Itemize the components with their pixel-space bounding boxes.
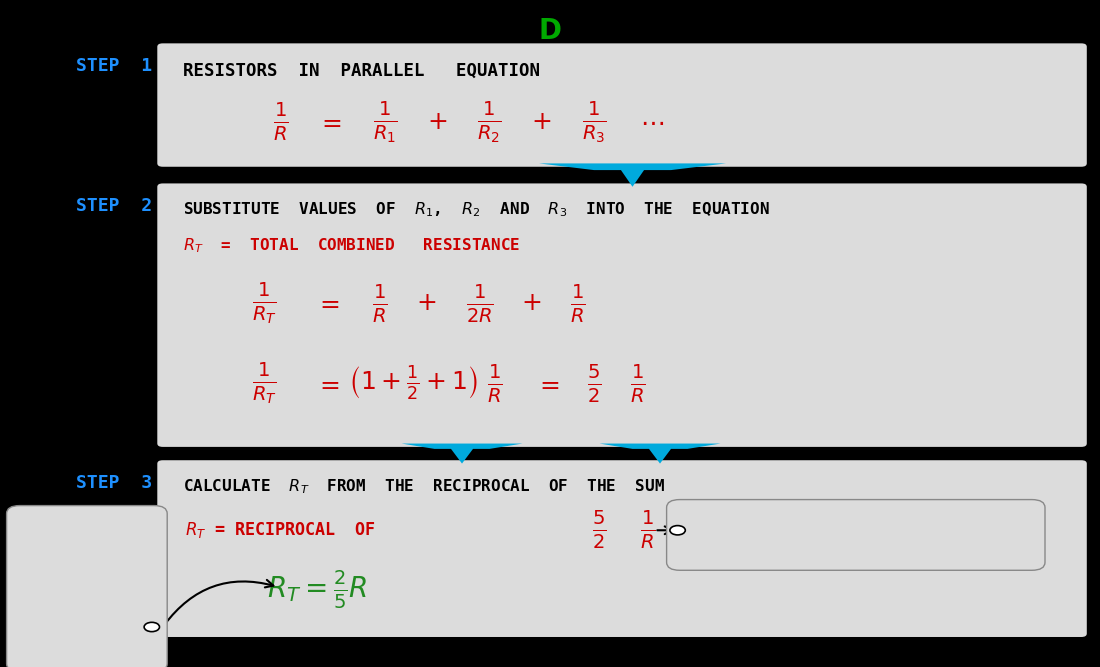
Text: $\frac{1}{R_T}$: $\frac{1}{R_T}$ — [252, 361, 276, 406]
PathPatch shape — [402, 444, 522, 464]
PathPatch shape — [539, 163, 726, 187]
Text: CALCULATE  $R_T$  FROM  THE  RECIPROCAL  OF  THE  SUM: CALCULATE $R_T$ FROM THE RECIPROCAL OF T… — [183, 477, 664, 496]
Text: $\frac{1}{R}$: $\frac{1}{R}$ — [372, 282, 387, 325]
Text: $\frac{1}{R}$: $\frac{1}{R}$ — [273, 101, 288, 143]
Text: $=$: $=$ — [316, 372, 340, 396]
Text: $=$: $=$ — [536, 372, 560, 396]
Text: D: D — [539, 17, 561, 45]
Text: STEP  2: STEP 2 — [76, 197, 152, 215]
Circle shape — [144, 622, 159, 632]
Text: $R_T$  =  TOTAL  COMBINED   RESISTANCE: $R_T$ = TOTAL COMBINED RESISTANCE — [183, 237, 520, 255]
Text: $=$: $=$ — [318, 110, 342, 134]
Text: "FLIP  ROUND"  THE  FRACTION: "FLIP ROUND" THE FRACTION — [734, 528, 978, 542]
Text: $+$: $+$ — [416, 291, 436, 315]
Text: $\frac{1}{R}$: $\frac{1}{R}$ — [630, 362, 646, 405]
FancyBboxPatch shape — [7, 506, 167, 667]
Text: $\frac{1}{R_T}$: $\frac{1}{R_T}$ — [87, 611, 109, 652]
Text: $=$: $=$ — [316, 291, 340, 315]
Text: $+$: $+$ — [531, 110, 551, 134]
Text: STEP  3: STEP 3 — [76, 474, 152, 492]
Text: $\frac{1}{R}$: $\frac{1}{R}$ — [640, 509, 656, 552]
Text: $R_T$ = RECIPROCAL  OF: $R_T$ = RECIPROCAL OF — [185, 520, 375, 540]
Text: RESISTORS  IN  PARALLEL   EQUATION: RESISTORS IN PARALLEL EQUATION — [183, 61, 540, 79]
Text: $\frac{1}{R}$: $\frac{1}{R}$ — [570, 282, 585, 325]
Text: $\frac{5}{2}$: $\frac{5}{2}$ — [586, 362, 602, 405]
Text: $\left(1+\frac{1}{2}+1\right)$: $\left(1+\frac{1}{2}+1\right)$ — [348, 365, 477, 402]
Text: $R_T = \frac{2}{5}R$: $R_T = \frac{2}{5}R$ — [267, 569, 367, 612]
Circle shape — [670, 526, 685, 535]
FancyBboxPatch shape — [157, 43, 1087, 167]
Text: RECIPROCAL: RECIPROCAL — [47, 551, 126, 564]
Text: $+$: $+$ — [521, 291, 541, 315]
Text: $\frac{1}{R_T}$: $\frac{1}{R_T}$ — [252, 281, 276, 326]
Text: $\frac{5}{2}$: $\frac{5}{2}$ — [592, 509, 607, 552]
FancyBboxPatch shape — [157, 183, 1087, 447]
Text: $+$: $+$ — [427, 110, 447, 134]
PathPatch shape — [600, 444, 720, 464]
Text: $R_T$  IS  THE: $R_T$ IS THE — [43, 526, 131, 541]
Text: $\cdots$: $\cdots$ — [640, 110, 664, 134]
Text: $\frac{1}{R_3}$: $\frac{1}{R_3}$ — [582, 99, 606, 145]
Text: SUBSTITUTE  VALUES  OF  $R_1$,  $R_2$  AND  $R_3$  INTO  THE  EQUATION: SUBSTITUTE VALUES OF $R_1$, $R_2$ AND $R… — [183, 200, 770, 219]
FancyBboxPatch shape — [157, 460, 1087, 637]
Text: $\frac{1}{2R}$: $\frac{1}{2R}$ — [465, 282, 494, 325]
FancyBboxPatch shape — [667, 500, 1045, 570]
Text: $\frac{1}{R_2}$: $\frac{1}{R_2}$ — [477, 99, 502, 145]
Text: STEP  1: STEP 1 — [76, 57, 152, 75]
Text: $\frac{1}{R_1}$: $\frac{1}{R_1}$ — [373, 99, 397, 145]
Text: $\frac{1}{R}$: $\frac{1}{R}$ — [487, 362, 503, 405]
Text: OF: OF — [34, 576, 51, 588]
